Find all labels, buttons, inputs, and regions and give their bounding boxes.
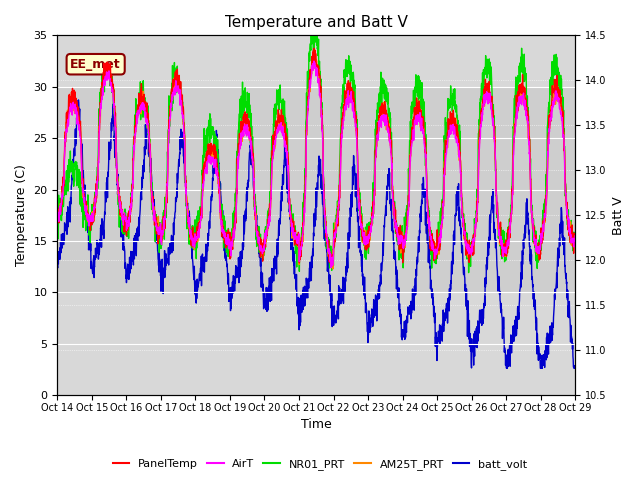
- Legend: PanelTemp, AirT, NR01_PRT, AM25T_PRT, batt_volt: PanelTemp, AirT, NR01_PRT, AM25T_PRT, ba…: [108, 455, 532, 474]
- Y-axis label: Temperature (C): Temperature (C): [15, 164, 28, 266]
- Y-axis label: Batt V: Batt V: [612, 196, 625, 235]
- Title: Temperature and Batt V: Temperature and Batt V: [225, 15, 408, 30]
- Text: EE_met: EE_met: [70, 58, 121, 71]
- Bar: [58, 87, 575, 292]
- X-axis label: Time: Time: [301, 419, 332, 432]
